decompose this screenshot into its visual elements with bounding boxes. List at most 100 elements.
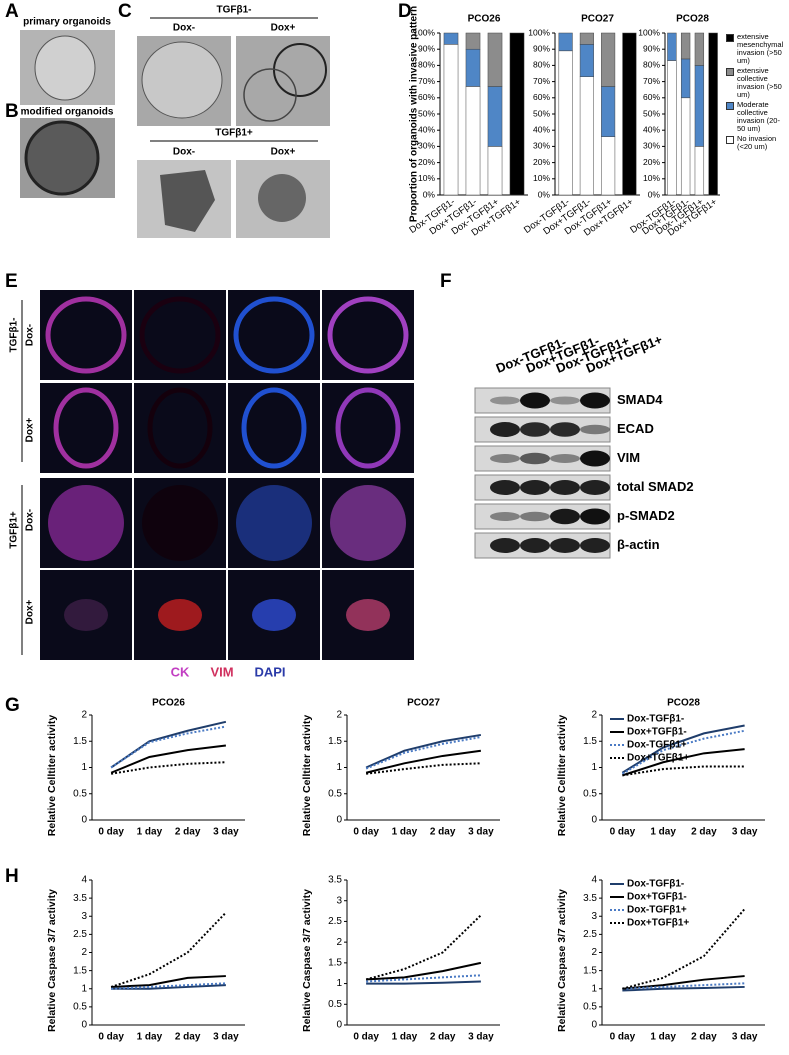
y-tick-label: 90% xyxy=(643,43,660,53)
protein-label: ECAD xyxy=(617,421,654,436)
bar-segment xyxy=(465,32,481,50)
x-tick-label: 0 day xyxy=(610,1032,636,1043)
series-line xyxy=(111,982,226,990)
organoid xyxy=(327,296,409,374)
y-tick-label: 2 xyxy=(336,937,342,948)
y-tick-label: 60% xyxy=(533,92,550,102)
series-line xyxy=(366,980,481,985)
chart-title: PCO28 xyxy=(676,14,709,25)
bar-segment xyxy=(579,32,594,45)
column-label: Dox+ xyxy=(271,147,296,158)
band xyxy=(520,511,550,522)
y-tick-label: 40% xyxy=(643,124,660,134)
series-line xyxy=(365,736,482,770)
chart-title: PCO26 xyxy=(152,698,185,709)
legend-swatch xyxy=(726,68,734,76)
organoid xyxy=(258,174,306,222)
y-tick-label: 4 xyxy=(81,875,87,886)
organoid xyxy=(236,485,312,561)
legend-swatch xyxy=(726,136,734,144)
series-line xyxy=(365,914,482,981)
panel-label: H xyxy=(5,866,19,887)
caption: modified organoids xyxy=(21,107,114,118)
legend-label: Dox-TGFβ1- xyxy=(627,879,684,890)
bar-segment xyxy=(694,146,705,196)
band xyxy=(520,452,550,465)
caption: primary organoids xyxy=(23,17,111,28)
y-tick-label: 2.5 xyxy=(328,916,342,927)
series-line xyxy=(110,744,226,774)
y-tick-label: 0 xyxy=(81,1020,87,1031)
group-label: TGFβ1- xyxy=(9,318,20,353)
legend-entry: Moderate collective invasion (20-50 um) xyxy=(726,101,788,133)
micrograph xyxy=(134,290,226,380)
organoid xyxy=(45,296,127,374)
panel-label: B xyxy=(5,101,19,122)
micrograph xyxy=(322,290,414,380)
x-tick-label: 1 day xyxy=(650,1032,676,1043)
y-tick-label: 50% xyxy=(418,108,435,118)
y-tick-label: 1 xyxy=(591,983,597,994)
y-tick-label: 20% xyxy=(418,157,435,167)
panel-label: E xyxy=(5,271,18,292)
organoid xyxy=(34,35,96,101)
column-label: Dox- xyxy=(173,23,195,34)
series-line xyxy=(622,985,745,992)
band xyxy=(550,508,580,525)
series-line xyxy=(110,761,226,775)
x-tick-label: 2 day xyxy=(175,1032,201,1043)
x-tick-label: 2 day xyxy=(691,1032,717,1043)
x-tick-label: 1 day xyxy=(392,827,418,838)
bar-segment xyxy=(680,32,691,60)
series-line xyxy=(622,765,745,777)
y-tick-label: 20% xyxy=(533,157,550,167)
series-line xyxy=(111,984,226,990)
band xyxy=(580,480,610,495)
y-axis-label: Relative Caspase 3/7 activity xyxy=(46,889,58,1032)
y-tick-label: 100% xyxy=(638,27,660,37)
y-tick-label: 0 xyxy=(81,815,87,826)
bar-segment xyxy=(680,97,691,196)
legend-label: extensive mesenchymal invasion (>50 um) xyxy=(737,32,784,65)
bar-segment xyxy=(579,76,594,196)
legend-entry: extensive collective invasion (>50 um) xyxy=(726,67,788,99)
bar-segment xyxy=(622,32,637,196)
organoid xyxy=(241,387,307,469)
y-tick-label: 0 xyxy=(336,1020,342,1031)
x-tick-label: 2 day xyxy=(691,827,717,838)
y-tick-label: 1.5 xyxy=(73,736,87,747)
y-tick-label: 50% xyxy=(533,108,550,118)
y-tick-label: 1 xyxy=(591,762,597,773)
series-line xyxy=(110,720,227,769)
legend-label: Moderate collective invasion (20-50 um) xyxy=(737,100,780,133)
bar-segment xyxy=(694,32,705,66)
band xyxy=(580,424,610,435)
bar-segment xyxy=(601,32,616,87)
y-tick-label: 0.5 xyxy=(328,999,342,1010)
bar-segment xyxy=(487,146,503,196)
y-tick-label: 0.5 xyxy=(73,1002,87,1013)
x-tick-label: 0 day xyxy=(610,827,636,838)
row-label: Dox+ xyxy=(25,417,36,442)
x-tick-label: 2 day xyxy=(175,827,201,838)
bar-segment xyxy=(601,86,616,137)
organoid xyxy=(48,485,124,561)
x-tick-label: 0 day xyxy=(98,1032,124,1043)
stain-label: CK xyxy=(171,664,190,679)
series-line xyxy=(111,975,226,988)
y-tick-label: 1 xyxy=(81,983,87,994)
band xyxy=(580,450,610,467)
series-line xyxy=(621,724,745,774)
organoid xyxy=(141,41,223,119)
y-tick-label: 1 xyxy=(336,978,342,989)
y-tick-label: 1.5 xyxy=(328,736,342,747)
y-tick-label: 1.5 xyxy=(328,957,342,968)
band xyxy=(550,480,580,495)
bar-segment xyxy=(509,32,525,196)
band xyxy=(490,512,520,521)
y-tick-label: 0.5 xyxy=(328,788,342,799)
protein-label: SMAD4 xyxy=(617,392,663,407)
y-tick-label: 0% xyxy=(538,189,551,199)
y-tick-label: 2.5 xyxy=(583,929,597,940)
band xyxy=(550,454,580,463)
